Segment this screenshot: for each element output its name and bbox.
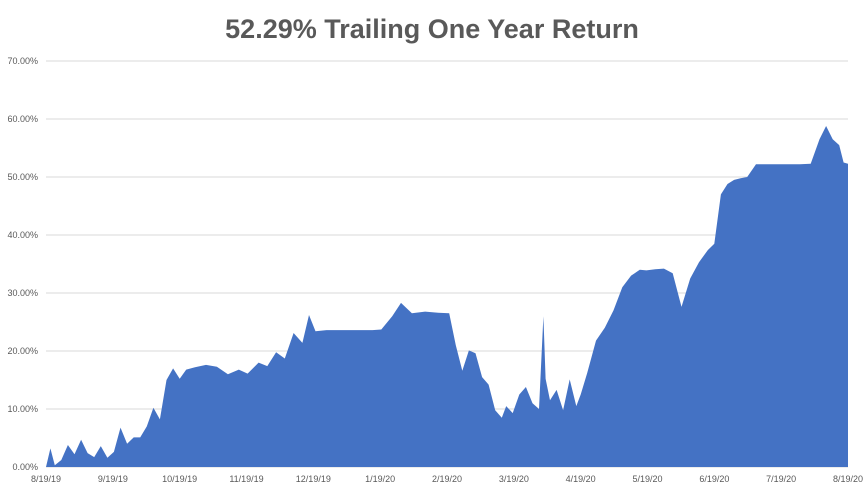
x-tick-label: 12/19/19 xyxy=(296,474,331,484)
x-tick-label: 9/19/19 xyxy=(98,474,128,484)
x-tick-label: 11/19/19 xyxy=(229,474,263,484)
y-tick-label: 20.00% xyxy=(7,346,38,356)
x-tick-label: 2/19/20 xyxy=(432,474,462,484)
x-tick-labels: 8/19/19 9/19/19 10/19/19 11/19/19 12/19/19 1/… xyxy=(31,474,863,484)
y-tick-label: 10.00% xyxy=(7,404,38,414)
y-tick-label: 30.00% xyxy=(7,288,38,298)
x-tick-label: 7/19/20 xyxy=(766,474,796,484)
x-tick-label: 8/19/20 xyxy=(833,474,863,484)
x-tick-label: 5/19/20 xyxy=(632,474,662,484)
y-tick-labels: 0.00% 10.00% 20.00% 30.00% 40.00% 50.00% 60.00… xyxy=(7,56,38,472)
y-tick-label: 60.00% xyxy=(7,114,38,124)
x-tick-label: 4/19/20 xyxy=(566,474,596,484)
x-tick-label: 1/19/20 xyxy=(365,474,395,484)
x-tick-label: 10/19/19 xyxy=(162,474,197,484)
x-tick-label: 3/19/20 xyxy=(499,474,529,484)
y-tick-label: 50.00% xyxy=(7,172,38,182)
chart-title: 52.29% Trailing One Year Return xyxy=(225,14,639,44)
x-tick-label: 8/19/19 xyxy=(31,474,61,484)
y-tick-label: 70.00% xyxy=(7,56,38,66)
series-area xyxy=(46,126,848,467)
x-tick-label: 6/19/20 xyxy=(699,474,729,484)
y-tick-label: 0.00% xyxy=(12,462,38,472)
y-tick-label: 40.00% xyxy=(7,230,38,240)
